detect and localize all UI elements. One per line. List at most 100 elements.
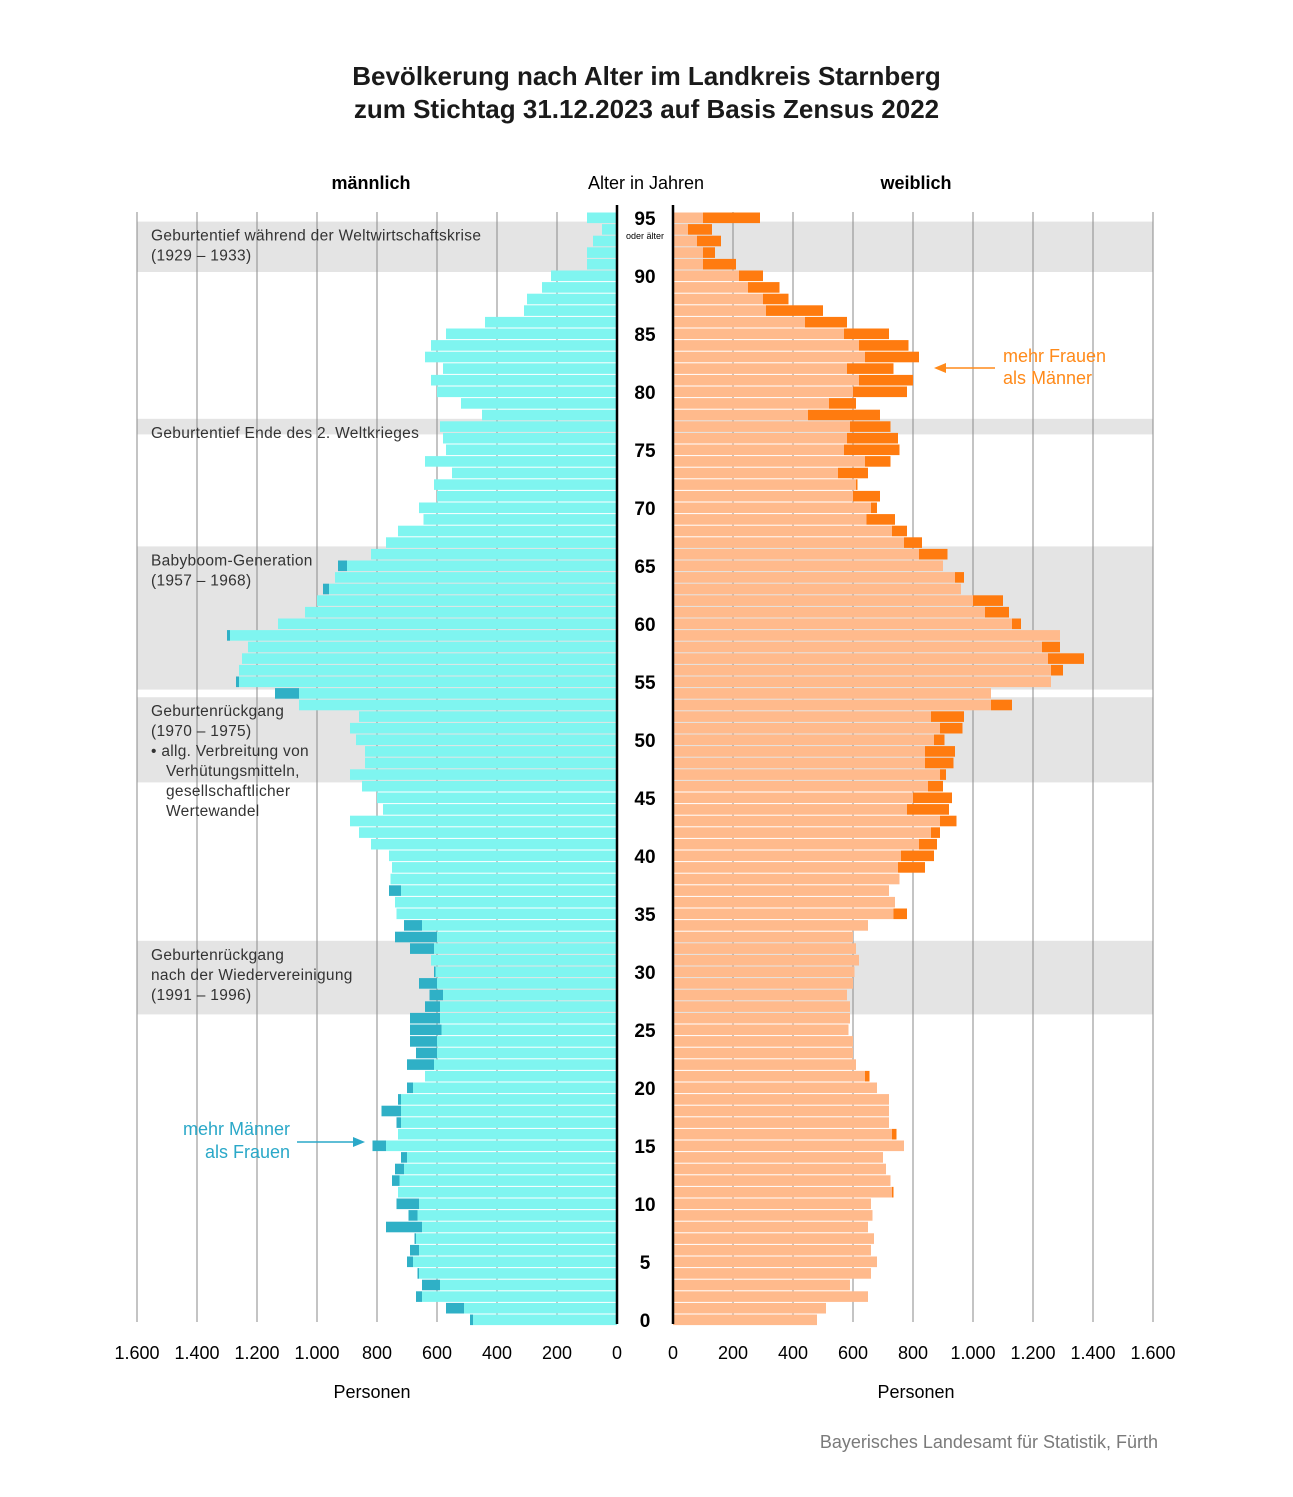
bar-male — [305, 606, 617, 618]
bar-male-excess — [410, 1012, 440, 1024]
bar-female — [673, 1152, 883, 1163]
bar-female-excess — [940, 722, 963, 734]
bar-female — [673, 258, 703, 270]
bar-female — [673, 1012, 850, 1024]
bar-female-excess — [907, 804, 949, 815]
bar-male-excess — [386, 1221, 422, 1233]
bar-male — [422, 1291, 617, 1302]
bar-female — [673, 873, 900, 885]
bar-male — [413, 1256, 617, 1268]
bar-male — [437, 1047, 617, 1059]
bar-female — [673, 537, 904, 548]
bar-female-excess — [766, 305, 823, 316]
bar-female — [673, 815, 940, 827]
bar-female — [673, 908, 894, 920]
bar-male — [413, 1082, 617, 1094]
bar-male — [419, 1268, 617, 1279]
bar-male-excess — [338, 560, 347, 572]
bar-female — [673, 340, 859, 351]
bar-male — [419, 1198, 617, 1210]
bar-female — [673, 1198, 871, 1210]
bar-male — [425, 351, 617, 363]
bar-female-excess — [1048, 653, 1084, 664]
age-tick-label: 85 — [634, 325, 656, 346]
band-annotation-line: (1991 – 1996) — [151, 987, 251, 1004]
bar-female — [673, 1082, 877, 1094]
age-tick-label: 15 — [634, 1137, 656, 1158]
bar-male-excess — [236, 676, 239, 688]
bar-female — [673, 722, 940, 734]
bar-male-excess — [419, 978, 437, 989]
x-tick-label-left: 1.400 — [174, 1343, 219, 1363]
bar-male — [423, 514, 617, 525]
bar-male — [401, 1117, 617, 1128]
bar-male — [440, 421, 617, 432]
bar-female-excess — [697, 235, 721, 247]
bar-male — [396, 908, 617, 920]
bar-male — [299, 699, 617, 711]
bar-male-excess — [410, 1024, 442, 1036]
bar-female — [673, 421, 850, 432]
bar-female-excess — [892, 1128, 897, 1140]
bar-female — [673, 305, 766, 316]
bar-female — [673, 270, 739, 282]
bar-female — [673, 293, 763, 305]
bar-male-excess — [395, 931, 437, 943]
bar-female — [673, 432, 847, 444]
bar-female — [673, 1024, 849, 1036]
bar-female-excess — [829, 398, 856, 409]
band-annotation-line: (1929 – 1933) — [151, 248, 251, 265]
band-annotation-line: Geburtentief Ende des 2. Weltkrieges — [151, 425, 419, 442]
x-tick-label-right: 1.600 — [1130, 1343, 1175, 1363]
x-tick-label-right: 400 — [778, 1343, 808, 1363]
bar-female — [673, 316, 805, 328]
bar-male — [435, 966, 617, 978]
bar-female — [673, 409, 808, 421]
bar-female — [673, 212, 703, 224]
bar-female-excess — [892, 525, 907, 537]
bar-male — [437, 1036, 617, 1047]
x-tick-label-left: 1.000 — [294, 1343, 339, 1363]
band-annotation-line: Babyboom-Generation — [151, 552, 313, 569]
bar-female — [673, 838, 919, 850]
bar-female — [673, 282, 748, 293]
bar-male — [437, 978, 617, 989]
bar-male-excess — [407, 1256, 413, 1268]
age-tick-label: 65 — [634, 557, 656, 578]
bar-female-excess — [859, 374, 913, 386]
bar-male — [359, 827, 617, 838]
bar-male-excess — [410, 1036, 437, 1047]
bar-male-excess — [429, 989, 443, 1001]
bar-male — [473, 1314, 617, 1326]
bar-male — [392, 862, 617, 873]
bar-male — [431, 374, 617, 386]
bar-female-excess — [931, 711, 964, 722]
bar-female — [673, 595, 973, 606]
bar-female-excess — [892, 1186, 894, 1198]
bar-female — [673, 1140, 904, 1152]
bar-male — [446, 328, 617, 340]
bar-female-excess — [865, 351, 919, 363]
age-tick-label: 70 — [634, 499, 655, 520]
bar-male-excess — [381, 1105, 401, 1117]
bar-male-excess — [389, 885, 401, 896]
bar-female — [673, 618, 1012, 630]
bar-male-excess — [396, 1198, 419, 1210]
bar-male-excess — [407, 1082, 413, 1094]
bar-female — [673, 1001, 850, 1012]
bar-male-excess — [395, 1163, 404, 1175]
bar-female-excess — [865, 456, 891, 467]
bar-female-excess — [853, 386, 907, 398]
source-note: Bayerisches Landesamt für Statistik, Für… — [820, 1432, 1158, 1452]
x-tick-label-right: 200 — [718, 1343, 748, 1363]
bar-female — [673, 943, 856, 954]
bar-male-excess — [416, 1291, 422, 1302]
bar-female-excess — [1051, 664, 1063, 676]
band-annotation-line: nach der Wiedervereinigung — [151, 967, 353, 984]
bar-female-excess — [928, 780, 943, 792]
bar-female-excess — [853, 490, 880, 502]
band-annotation-line: Geburtenrückgang — [151, 703, 284, 720]
bar-female-excess — [838, 467, 868, 479]
age-tick-label: 5 — [640, 1253, 651, 1274]
x-tick-label-left: 1.200 — [234, 1343, 279, 1363]
